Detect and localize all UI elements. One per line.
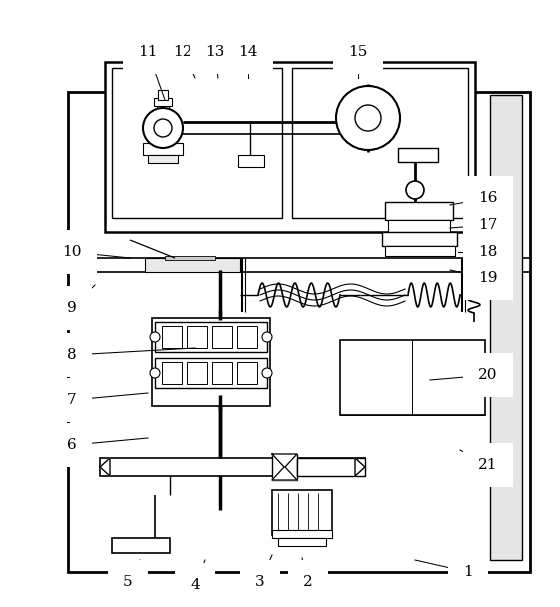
Bar	[340, 340, 485, 415]
Bar	[385, 202, 453, 220]
Bar	[155, 358, 267, 388]
Bar	[152, 318, 270, 406]
Bar	[112, 68, 282, 218]
Text: 5: 5	[123, 575, 133, 589]
Text: 1: 1	[463, 565, 473, 579]
Text: 20: 20	[478, 368, 498, 382]
Bar	[388, 220, 450, 232]
Text: 12: 12	[173, 45, 193, 59]
Bar	[145, 258, 240, 272]
Bar	[272, 454, 297, 480]
Polygon shape	[355, 458, 365, 476]
Text: 9: 9	[67, 301, 77, 315]
Bar	[272, 530, 332, 538]
Bar	[154, 98, 172, 106]
Bar	[278, 538, 326, 546]
Bar	[162, 326, 182, 348]
Text: 2: 2	[303, 575, 313, 589]
Bar	[272, 490, 332, 535]
Bar	[212, 362, 232, 384]
Text: 14: 14	[238, 45, 258, 59]
Circle shape	[406, 181, 424, 199]
Bar	[238, 155, 264, 167]
Text: 8: 8	[67, 348, 77, 362]
Text: 7: 7	[67, 393, 77, 407]
Circle shape	[154, 119, 172, 137]
Bar	[148, 155, 178, 163]
Circle shape	[143, 108, 183, 148]
Bar	[490, 95, 522, 560]
Text: 16: 16	[478, 191, 498, 205]
Bar	[158, 90, 168, 100]
Bar	[212, 326, 232, 348]
Bar	[187, 326, 207, 348]
Bar	[292, 68, 468, 218]
Text: 17: 17	[478, 218, 498, 232]
Bar	[382, 232, 457, 246]
Text: 3: 3	[255, 575, 265, 589]
Bar	[112, 538, 170, 553]
Bar	[237, 326, 257, 348]
Text: 15: 15	[348, 45, 368, 59]
Text: 18: 18	[478, 245, 498, 259]
Circle shape	[262, 332, 272, 342]
Bar	[100, 458, 365, 476]
Bar	[165, 256, 215, 260]
Text: 19: 19	[478, 271, 498, 285]
Bar	[105, 62, 475, 232]
Text: 10: 10	[62, 245, 82, 259]
Bar	[162, 362, 182, 384]
Circle shape	[336, 86, 400, 150]
Bar	[297, 458, 365, 476]
Bar	[385, 246, 455, 256]
Circle shape	[262, 368, 272, 378]
Bar	[157, 100, 169, 115]
Text: 6: 6	[67, 438, 77, 452]
Bar	[237, 362, 257, 384]
Polygon shape	[272, 454, 297, 480]
Polygon shape	[100, 458, 110, 476]
Text: 21: 21	[478, 458, 498, 472]
Bar	[398, 148, 438, 162]
Bar	[143, 143, 183, 155]
Text: 11: 11	[138, 45, 158, 59]
Bar	[187, 362, 207, 384]
Bar	[70, 258, 530, 272]
Circle shape	[150, 368, 160, 378]
Circle shape	[150, 332, 160, 342]
Text: 13: 13	[206, 45, 225, 59]
Circle shape	[355, 105, 381, 131]
Text: 4: 4	[190, 578, 200, 592]
Bar	[68, 92, 530, 572]
Bar	[155, 322, 267, 352]
